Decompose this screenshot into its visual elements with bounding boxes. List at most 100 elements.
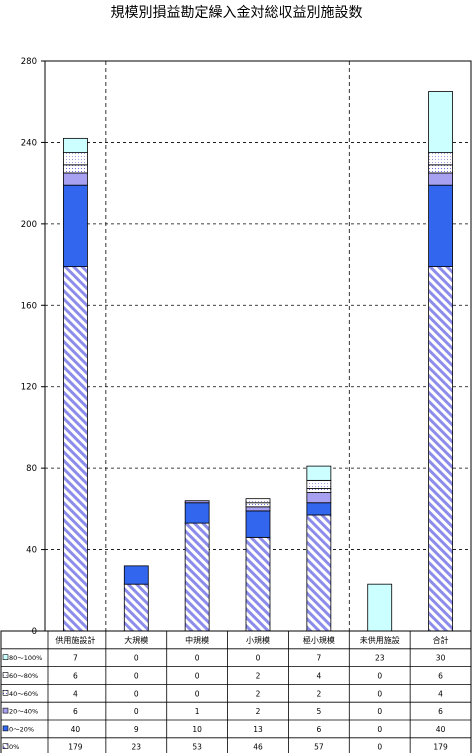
ytick-label-200: 200 bbox=[21, 220, 37, 230]
category-label-5: 未供用施設 bbox=[360, 635, 400, 645]
bar-3-series-0 bbox=[245, 536, 271, 632]
data-label-r4-c0: 40 bbox=[71, 725, 81, 734]
legend-label-3: 20～40% bbox=[9, 708, 38, 716]
data-label-r4-c5: 0 bbox=[377, 725, 382, 734]
category-label-4: 極小規模 bbox=[303, 635, 335, 645]
category-label-6: 合計 bbox=[433, 635, 449, 645]
category-label-3: 小規模 bbox=[246, 635, 270, 645]
data-label-r5-c2: 53 bbox=[192, 743, 202, 752]
legend-key-1 bbox=[2, 672, 9, 678]
bar-0-series-2 bbox=[63, 172, 88, 186]
bar-4-series-3 bbox=[306, 488, 332, 493]
ytick-label-240: 240 bbox=[21, 138, 37, 148]
bar-4-series-4 bbox=[306, 479, 332, 489]
legend-label-0: 80～100% bbox=[9, 654, 42, 662]
bar-3-series-1 bbox=[245, 510, 271, 538]
ytick-label-0: 0 bbox=[32, 627, 37, 637]
bar-1-series-1 bbox=[123, 565, 149, 585]
bar-4-series-5 bbox=[306, 465, 332, 481]
ytick-label-160: 160 bbox=[21, 301, 37, 311]
bar-3-series-3 bbox=[245, 502, 271, 508]
bar-4-series-2 bbox=[306, 492, 332, 504]
data-label-r3-c2: 1 bbox=[195, 707, 200, 716]
data-label-r1-c3: 2 bbox=[256, 672, 261, 681]
data-label-r3-c0: 6 bbox=[73, 707, 78, 716]
legend-key-0 bbox=[2, 654, 9, 661]
legend-key-5 bbox=[2, 743, 9, 750]
bar-0-series-4 bbox=[63, 152, 88, 166]
ytick-label-80: 80 bbox=[26, 464, 37, 474]
bar-0-series-5 bbox=[63, 137, 88, 154]
data-label-r2-c0: 4 bbox=[73, 689, 78, 698]
data-label-r1-c1: 0 bbox=[134, 672, 139, 681]
data-label-r4-c3: 13 bbox=[253, 725, 263, 734]
bar-3-series-4 bbox=[245, 498, 271, 504]
bar-6-series-2 bbox=[428, 172, 453, 186]
category-label-2: 中規模 bbox=[185, 635, 209, 645]
bar-4-series-1 bbox=[306, 502, 332, 516]
data-label-r3-c1: 0 bbox=[134, 707, 139, 716]
data-label-r1-c5: 0 bbox=[377, 672, 382, 681]
bar-3-series-2 bbox=[245, 506, 271, 512]
category-label-1: 大規模 bbox=[124, 635, 148, 645]
data-label-r5-c1: 23 bbox=[132, 743, 142, 752]
ytick-label-120: 120 bbox=[21, 383, 37, 393]
data-label-r2-c3: 2 bbox=[256, 689, 261, 698]
bar-6-series-4 bbox=[428, 152, 453, 166]
data-label-r2-c6: 4 bbox=[438, 689, 443, 698]
category-label-0: 供用施設計 bbox=[55, 635, 95, 645]
data-label-r1-c0: 6 bbox=[73, 672, 78, 681]
data-label-r5-c0: 179 bbox=[68, 743, 83, 752]
bar-6-series-1 bbox=[428, 184, 453, 268]
bar-0-series-1 bbox=[63, 184, 88, 268]
bar-6-series-3 bbox=[428, 164, 453, 174]
data-label-r4-c2: 10 bbox=[192, 725, 202, 734]
bar-0-series-0 bbox=[63, 266, 88, 632]
data-label-r0-c2: 0 bbox=[195, 654, 200, 663]
legend-label-2: 40～60% bbox=[9, 690, 38, 698]
data-label-r3-c4: 5 bbox=[316, 707, 321, 716]
data-label-r1-c4: 4 bbox=[316, 672, 321, 681]
bar-2-series-1 bbox=[184, 502, 210, 524]
data-label-r1-c2: 0 bbox=[195, 672, 200, 681]
bar-1-series-0 bbox=[123, 583, 149, 632]
data-label-r4-c6: 40 bbox=[436, 725, 446, 734]
data-label-r2-c1: 0 bbox=[134, 689, 139, 698]
data-label-r1-c6: 6 bbox=[438, 672, 443, 681]
bar-0-series-3 bbox=[63, 164, 88, 174]
ytick-label-280: 280 bbox=[21, 57, 37, 67]
legend-label-5: 0% bbox=[9, 743, 19, 751]
data-label-r4-c4: 6 bbox=[316, 725, 321, 734]
data-label-r3-c5: 0 bbox=[377, 707, 382, 716]
data-label-r0-c0: 7 bbox=[73, 654, 78, 663]
bar-6-series-5 bbox=[428, 91, 453, 154]
data-label-r5-c5: 0 bbox=[377, 743, 382, 752]
data-label-r0-c4: 7 bbox=[316, 654, 321, 663]
data-label-r0-c1: 0 bbox=[134, 654, 139, 663]
legend-label-4: 0～20% bbox=[9, 725, 34, 733]
data-label-r2-c4: 2 bbox=[316, 689, 321, 698]
data-label-r5-c3: 46 bbox=[253, 743, 263, 752]
legend-label-1: 60～80% bbox=[9, 672, 38, 680]
bar-2-series-2 bbox=[184, 500, 210, 504]
data-label-r0-c6: 30 bbox=[436, 654, 446, 663]
bar-4-series-0 bbox=[306, 514, 332, 632]
data-label-r4-c1: 9 bbox=[134, 725, 139, 734]
ytick-label-40: 40 bbox=[26, 546, 37, 556]
data-label-r5-c4: 57 bbox=[314, 743, 324, 752]
bar-6-series-0 bbox=[428, 266, 453, 632]
data-label-r2-c2: 0 bbox=[195, 689, 200, 698]
data-label-r3-c3: 2 bbox=[256, 707, 261, 716]
data-label-r0-c5: 23 bbox=[375, 654, 385, 663]
data-label-r5-c6: 179 bbox=[433, 743, 448, 752]
data-label-r2-c5: 0 bbox=[377, 689, 382, 698]
legend-key-2 bbox=[2, 689, 9, 696]
bar-2-series-0 bbox=[184, 522, 210, 632]
data-label-r0-c3: 0 bbox=[256, 654, 261, 663]
legend-key-4 bbox=[2, 725, 9, 732]
bar-5-series-5 bbox=[367, 583, 393, 632]
data-label-r3-c6: 6 bbox=[438, 707, 443, 716]
chart-title: 規模別損益勘定繰入金対総収益別施設数 bbox=[110, 5, 363, 21]
